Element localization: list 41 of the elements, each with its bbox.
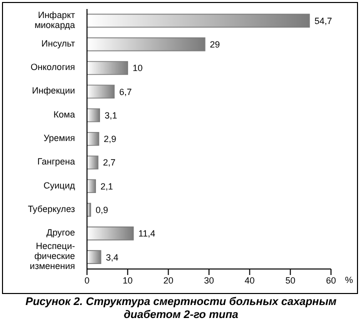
y-tick-label: Инсульт	[41, 38, 75, 49]
bar	[87, 179, 96, 194]
bar	[87, 84, 115, 99]
data-label: 6,7	[119, 86, 132, 97]
x-tick-label: 50	[285, 275, 296, 286]
data-label: 2,7	[102, 158, 116, 168]
data-label: 10	[132, 63, 143, 74]
x-tick-label: 60	[326, 275, 336, 286]
y-tick-label: Гангрена	[37, 157, 75, 168]
y-tick-label: Неспеци-фические изменения	[30, 242, 76, 272]
bar	[87, 108, 100, 122]
x-tick-label: 30	[204, 275, 214, 286]
x-tick-label: 0	[84, 275, 90, 286]
y-tick-label: Уремия	[44, 133, 76, 144]
x-axis-title: %	[344, 275, 353, 285]
data-label: 3,1	[104, 110, 118, 120]
data-label: 29	[210, 40, 220, 50]
bar	[87, 37, 206, 52]
bar	[87, 14, 310, 28]
bar	[87, 250, 102, 264]
data-label: 11,4	[138, 228, 156, 239]
x-tick-label: 10	[122, 275, 133, 286]
y-tick-label: Другое	[46, 228, 75, 238]
data-label: 3,4	[106, 252, 118, 262]
bar	[87, 61, 128, 75]
x-tick-label: 20	[163, 275, 174, 286]
text: Рисунок 2. Структура смертности больных сахарным диабетом 2-го типа	[24, 296, 338, 322]
data-label: 2,1	[100, 181, 114, 192]
bar	[87, 226, 134, 240]
bar	[87, 156, 98, 170]
y-tick-label: Инфаркт миокарда	[34, 10, 75, 30]
data-label: 0,9	[96, 204, 108, 215]
data-label: 54,7	[314, 16, 332, 26]
bar	[87, 132, 100, 146]
y-tick-label: Инфекции	[32, 86, 75, 96]
y-tick-label: Туберкулез	[28, 204, 75, 214]
data-label: 2,9	[104, 134, 116, 144]
y-tick-label: Кома	[54, 110, 75, 120]
y-tick-label: Онкология	[30, 62, 76, 72]
y-tick-label: Суицид	[44, 180, 76, 191]
x-tick-label: 40	[244, 275, 255, 286]
